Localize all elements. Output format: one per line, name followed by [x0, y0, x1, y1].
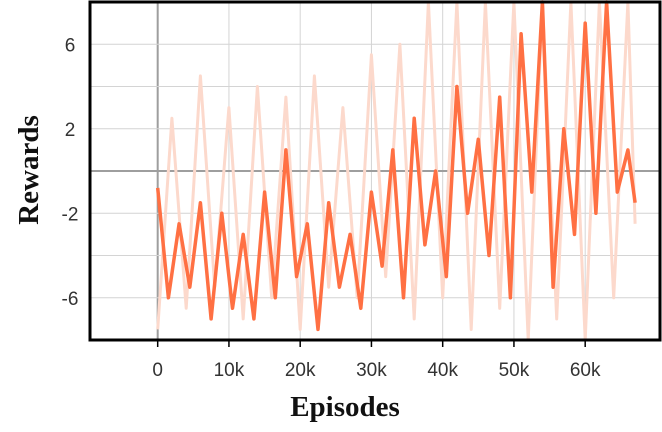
- x-tick-label: 40k: [427, 360, 458, 381]
- y-tick-label: -2: [62, 204, 79, 225]
- smoothed-reward-series: [155, 0, 637, 332]
- y-tick-labels: -6 -2 2 6: [62, 35, 79, 310]
- raw-reward-series: [156, 0, 637, 342]
- raw-series-line: [156, 0, 637, 342]
- x-tick-label: 20k: [285, 360, 316, 381]
- x-tick-label: 50k: [499, 360, 530, 381]
- x-tick-label: 30k: [356, 360, 387, 381]
- x-tick-label: 60k: [570, 360, 601, 381]
- x-tick-labels: 0 10k 20k 30k 40k 50k 60k: [152, 340, 601, 381]
- x-axis-title: Episodes: [290, 391, 400, 423]
- x-tick-label: 0: [152, 360, 163, 381]
- y-tick-label: -6: [62, 289, 79, 310]
- y-tick-label: 6: [65, 35, 76, 56]
- x-tick-label: 10k: [214, 360, 245, 381]
- y-axis-title: Rewards: [13, 115, 45, 225]
- y-tick-label: 2: [65, 120, 76, 141]
- smoothed-series-line: [155, 0, 637, 332]
